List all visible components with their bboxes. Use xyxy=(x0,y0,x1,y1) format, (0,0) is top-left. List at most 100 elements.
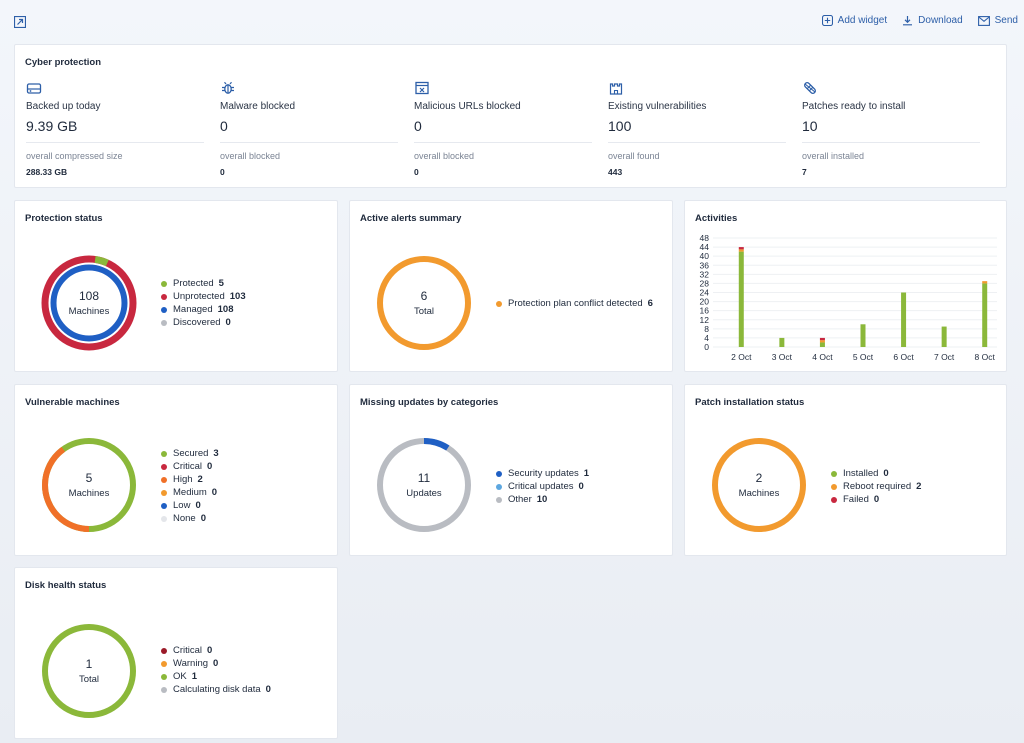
activity-bar[interactable] xyxy=(901,292,907,348)
patch-donut: 2 Machines xyxy=(709,435,809,535)
legend-item-critical[interactable]: Critical 0 xyxy=(161,460,219,473)
legend-item-installed[interactable]: Installed 0 xyxy=(831,467,921,480)
divider xyxy=(26,142,204,143)
donut-center-value: 2 xyxy=(755,471,763,485)
legend-item-protected[interactable]: Protected 5 xyxy=(161,277,246,290)
legend-value: 0 xyxy=(211,487,218,498)
download-label: Download xyxy=(918,15,963,26)
vulnerable-machines-widget: Vulnerable machines 5 Machines Secured 3 … xyxy=(14,384,338,556)
donut-center-value: 6 xyxy=(420,289,428,303)
stat-sub-value: 0 xyxy=(220,167,225,177)
legend-dot xyxy=(161,660,167,667)
activity-bar[interactable] xyxy=(941,326,947,347)
legend-item-managed[interactable]: Managed 108 xyxy=(161,303,246,316)
y-tick-label: 0 xyxy=(704,342,709,352)
donut-center-value: 1 xyxy=(85,657,93,671)
widget-title: Vulnerable machines xyxy=(25,397,120,408)
stat-sub-label: overall blocked xyxy=(414,151,475,161)
legend-value: 103 xyxy=(229,291,246,302)
activity-bar[interactable] xyxy=(860,324,866,347)
activity-bar[interactable] xyxy=(819,337,825,341)
legend-item-plan-conflict[interactable]: Protection plan conflict detected 6 xyxy=(496,297,653,310)
legend-item-none[interactable]: None 0 xyxy=(161,512,219,525)
legend-dot xyxy=(831,483,837,490)
y-tick-label: 16 xyxy=(700,306,710,316)
y-tick-label: 8 xyxy=(704,324,709,334)
stat-sub-value: 288.33 GB xyxy=(26,167,68,177)
missing-updates-legend: Security updates 1 Critical updates 0 Othe… xyxy=(496,467,589,506)
legend-item-warning[interactable]: Warning 0 xyxy=(161,657,271,670)
stat-value: 9.39 GB xyxy=(26,118,78,134)
legend-item-low[interactable]: Low 0 xyxy=(161,499,219,512)
disk-health-donut: 1 Total xyxy=(39,621,139,721)
legend-value: 0 xyxy=(225,317,231,328)
activity-bar[interactable] xyxy=(819,340,825,343)
x-tick-label: 8 Oct xyxy=(975,352,996,362)
legend-value: 1 xyxy=(191,671,198,682)
y-tick-label: 48 xyxy=(700,233,710,243)
legend-label: Reboot required xyxy=(843,481,912,492)
divider xyxy=(220,142,398,143)
legend-item-discovered[interactable]: Discovered 0 xyxy=(161,316,246,329)
stat-value: 0 xyxy=(414,118,422,134)
y-tick-label: 44 xyxy=(700,242,710,252)
backed-up-stat: Backed up today 9.39 GB overall compress… xyxy=(26,81,206,177)
legend-item-security-updates[interactable]: Security updates 1 xyxy=(496,467,589,480)
castle-icon xyxy=(608,81,788,97)
donut-center-value: 11 xyxy=(417,471,431,485)
legend-dot xyxy=(161,293,167,300)
legend-item-unprotected[interactable]: Unprotected 103 xyxy=(161,290,246,303)
legend-dot xyxy=(161,515,167,522)
legend-dot xyxy=(831,470,837,477)
activities-widget: Activities 0 4 8 12 16 20 24 28 32 36 40 44 48 2 Oct 3… xyxy=(684,200,1007,372)
send-button[interactable]: Send xyxy=(977,15,1018,26)
activity-bar[interactable] xyxy=(738,249,744,252)
donut-center-label: Machines xyxy=(68,306,110,317)
legend-value: 10 xyxy=(536,494,548,505)
legend-value: 2 xyxy=(916,481,922,492)
legend-dot xyxy=(496,470,502,477)
missing-updates-widget: Missing updates by categories 11 Updates… xyxy=(349,384,673,556)
patch-installation-widget: Patch installation status 2 Machines Ins… xyxy=(684,384,1007,556)
widget-title: Protection status xyxy=(25,213,103,224)
activity-bar[interactable] xyxy=(738,247,744,250)
legend-item-ok[interactable]: OK 1 xyxy=(161,670,271,683)
activity-bar[interactable] xyxy=(982,281,988,284)
patches-stat: Patches ready to install 10 overall inst… xyxy=(802,81,982,177)
add-widget-button[interactable]: Add widget xyxy=(821,15,887,26)
bandage-icon xyxy=(802,81,982,97)
activity-bar[interactable] xyxy=(819,342,825,347)
activity-bar[interactable] xyxy=(779,337,785,347)
legend-item-calculating[interactable]: Calculating disk data 0 xyxy=(161,683,271,696)
legend-dot xyxy=(161,502,167,509)
legend-item-high[interactable]: High 2 xyxy=(161,473,219,486)
legend-item-medium[interactable]: Medium 0 xyxy=(161,486,219,499)
expand-icon[interactable] xyxy=(13,15,28,29)
legend-value: 0 xyxy=(265,684,271,695)
legend-item-reboot-required[interactable]: Reboot required 2 xyxy=(831,480,921,493)
legend-label: Critical xyxy=(173,461,203,472)
activity-bar[interactable] xyxy=(738,251,744,347)
legend-item-critical-updates[interactable]: Critical updates 0 xyxy=(496,480,589,493)
vulnerabilities-stat: Existing vulnerabilities 100 overall fou… xyxy=(608,81,788,177)
legend-value: 0 xyxy=(883,468,889,479)
legend-label: Other xyxy=(508,494,532,505)
legend-label: None xyxy=(173,513,196,524)
activity-bar[interactable] xyxy=(982,283,988,347)
legend-label: Low xyxy=(173,500,191,511)
stat-label: Patches ready to install xyxy=(802,101,906,112)
download-button[interactable]: Download xyxy=(902,15,963,26)
x-tick-label: 6 Oct xyxy=(893,352,914,362)
legend-value: 0 xyxy=(200,513,207,524)
stat-value: 10 xyxy=(802,118,818,134)
legend-item-failed[interactable]: Failed 0 xyxy=(831,493,921,506)
protection-donut: 108 Machines xyxy=(39,253,139,353)
y-tick-label: 36 xyxy=(700,260,710,270)
patch-legend: Installed 0 Reboot required 2 Failed 0 xyxy=(831,467,921,506)
toolbar-actions: Add widget Download Send xyxy=(821,15,1018,26)
legend-item-secured[interactable]: Secured 3 xyxy=(161,447,219,460)
legend-item-critical[interactable]: Critical 0 xyxy=(161,644,271,657)
send-label: Send xyxy=(994,15,1018,26)
legend-item-other[interactable]: Other 10 xyxy=(496,493,589,506)
legend-value: 108 xyxy=(217,304,234,315)
